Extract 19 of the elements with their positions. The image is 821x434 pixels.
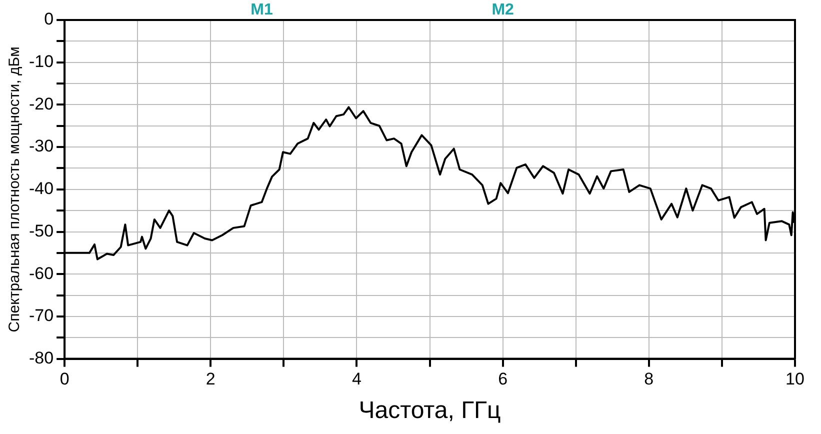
y-tick-label: -80 — [28, 348, 54, 368]
x-tick-label: 8 — [644, 370, 654, 389]
y-tick-label: -70 — [28, 306, 54, 326]
y-tick-label: -50 — [28, 221, 54, 240]
x-tick-label: 2 — [206, 370, 216, 389]
text: M2 — [492, 1, 514, 18]
x-tick-label: 6 — [498, 370, 508, 389]
y-tick-label: -20 — [28, 94, 54, 114]
y-tick-label: -30 — [28, 136, 54, 156]
x-axis-title: Частота, ГГц — [358, 397, 502, 424]
y-tick-label: -40 — [28, 179, 54, 198]
x-tick-label: 10 — [786, 370, 804, 389]
y-tick-label: 0 — [44, 10, 54, 29]
text: M1 — [250, 1, 273, 18]
y-axis-title: Спектральная плотность мощности, дБм — [6, 46, 24, 332]
x-tick-label: 0 — [60, 370, 70, 389]
x-tick-label: 4 — [352, 370, 362, 389]
y-tick-label: -10 — [28, 52, 54, 72]
y-tick-label: -60 — [28, 264, 54, 283]
